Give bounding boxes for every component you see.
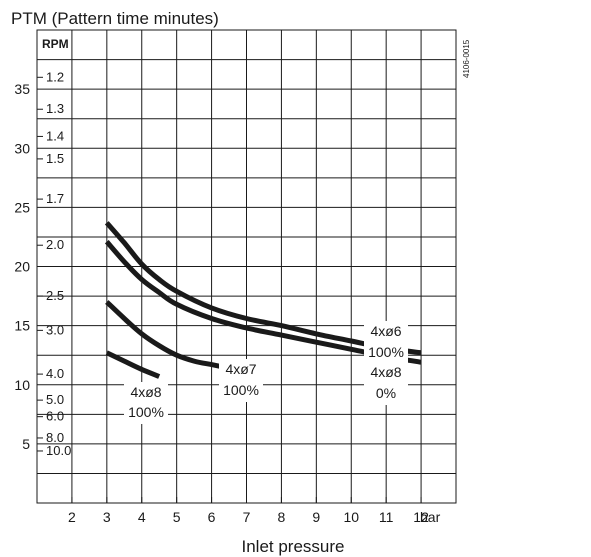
series-label-name: 4xø8 bbox=[370, 364, 401, 380]
figure-code: 4106-0015 bbox=[462, 39, 471, 78]
rpm-tick-label: 1.7 bbox=[46, 191, 64, 206]
rpm-tick-label: 6.0 bbox=[46, 409, 64, 424]
x-axis-label: Inlet pressure bbox=[242, 537, 345, 556]
x-tick-label: 10 bbox=[343, 509, 359, 525]
rpm-axis: 1.2 1.3 1.4 1.5 1.7 2.0 2.5 3.0 4.0 5.0 6.0 8.010.0 bbox=[37, 69, 71, 458]
series-label-percent: 100% bbox=[128, 404, 164, 420]
series-line-4 bbox=[105, 350, 161, 379]
rpm-tick-label: 2.0 bbox=[46, 237, 64, 252]
y-axis: 5 10 15 20 25 30 35 bbox=[14, 81, 30, 452]
series-label-percent: 100% bbox=[223, 382, 259, 398]
x-tick-label: 9 bbox=[312, 509, 320, 525]
series-label-name: 4xø8 bbox=[130, 384, 161, 400]
y-tick-label: 5 bbox=[22, 436, 30, 452]
rpm-tick-label: 8.0 bbox=[46, 430, 64, 445]
rpm-tick-label: 1.3 bbox=[46, 101, 64, 116]
series-label-background bbox=[364, 362, 408, 405]
rpm-tick-label: 3.0 bbox=[46, 322, 64, 337]
x-axis-unit: bar bbox=[420, 509, 441, 525]
y-tick-label: 10 bbox=[14, 377, 30, 393]
x-tick-label: 4 bbox=[138, 509, 146, 525]
x-tick-label: 2 bbox=[68, 509, 76, 525]
series-line-2 bbox=[104, 240, 422, 365]
rpm-tick-label: 10.0 bbox=[46, 443, 71, 458]
x-tick-label: 7 bbox=[243, 509, 251, 525]
series-label-background bbox=[364, 321, 408, 364]
series-label-percent: 100% bbox=[368, 344, 404, 360]
x-tick-label: 11 bbox=[379, 509, 394, 525]
x-tick-label: 6 bbox=[208, 509, 216, 525]
chart-title: PTM (Pattern time minutes) bbox=[11, 9, 219, 28]
rpm-tick-label: 1.2 bbox=[46, 69, 64, 84]
x-tick-label: 3 bbox=[103, 509, 111, 525]
y-tick-label: 20 bbox=[14, 259, 30, 275]
rpm-tick-label: 2.5 bbox=[46, 288, 64, 303]
rpm-tick-label: 1.5 bbox=[46, 151, 64, 166]
series-line-1 bbox=[104, 221, 422, 356]
y-tick-label: 30 bbox=[14, 140, 30, 156]
y-tick-label: 25 bbox=[14, 199, 30, 215]
rpm-tick-label: 5.0 bbox=[46, 392, 64, 407]
series-label-background bbox=[124, 382, 168, 424]
rpm-tick-label: 1.4 bbox=[46, 128, 64, 143]
series-label-name: 4xø6 bbox=[370, 323, 401, 339]
y-tick-label: 35 bbox=[14, 81, 30, 97]
series-label-background bbox=[219, 359, 263, 402]
rpm-tick-label: 4.0 bbox=[46, 366, 64, 381]
series-labels: 4xø6 100% 4xø8 0% 4xø7 100% 4xø8 100% bbox=[124, 321, 408, 424]
y-tick-label: 15 bbox=[14, 318, 30, 334]
rpm-axis-label: RPM bbox=[42, 37, 69, 51]
x-tick-label: 5 bbox=[173, 509, 181, 525]
grid bbox=[37, 30, 456, 503]
x-tick-label: 8 bbox=[278, 509, 286, 525]
series-label-name: 4xø7 bbox=[225, 361, 256, 377]
x-tick-label: 12 bbox=[413, 509, 429, 525]
series-label-percent: 0% bbox=[376, 385, 396, 401]
x-axis: 2 3 4 5 6 7 8 9 10 11 12 bbox=[68, 497, 429, 525]
